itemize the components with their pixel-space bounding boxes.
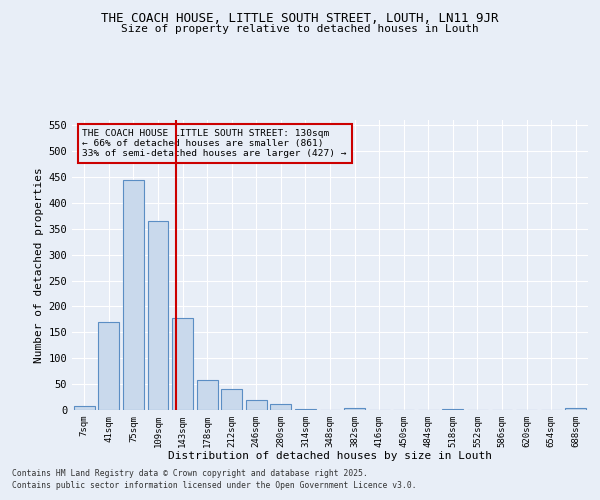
Y-axis label: Number of detached properties: Number of detached properties — [34, 167, 44, 363]
Bar — [221, 390, 242, 410]
Bar — [295, 409, 316, 410]
Bar — [442, 409, 463, 410]
Bar — [123, 180, 144, 410]
X-axis label: Distribution of detached houses by size in Louth: Distribution of detached houses by size … — [168, 452, 492, 462]
Text: Contains public sector information licensed under the Open Government Licence v3: Contains public sector information licen… — [12, 481, 416, 490]
Text: Contains HM Land Registry data © Crown copyright and database right 2025.: Contains HM Land Registry data © Crown c… — [12, 468, 368, 477]
Bar — [271, 404, 292, 410]
Bar — [246, 400, 267, 410]
Bar — [565, 408, 586, 410]
Bar — [344, 408, 365, 410]
Bar — [98, 322, 119, 410]
Bar — [172, 318, 193, 410]
Text: THE COACH HOUSE LITTLE SOUTH STREET: 130sqm
← 66% of detached houses are smaller: THE COACH HOUSE LITTLE SOUTH STREET: 130… — [82, 128, 347, 158]
Bar — [74, 406, 95, 410]
Text: Size of property relative to detached houses in Louth: Size of property relative to detached ho… — [121, 24, 479, 34]
Bar — [197, 380, 218, 410]
Bar — [148, 221, 169, 410]
Text: THE COACH HOUSE, LITTLE SOUTH STREET, LOUTH, LN11 9JR: THE COACH HOUSE, LITTLE SOUTH STREET, LO… — [101, 12, 499, 26]
